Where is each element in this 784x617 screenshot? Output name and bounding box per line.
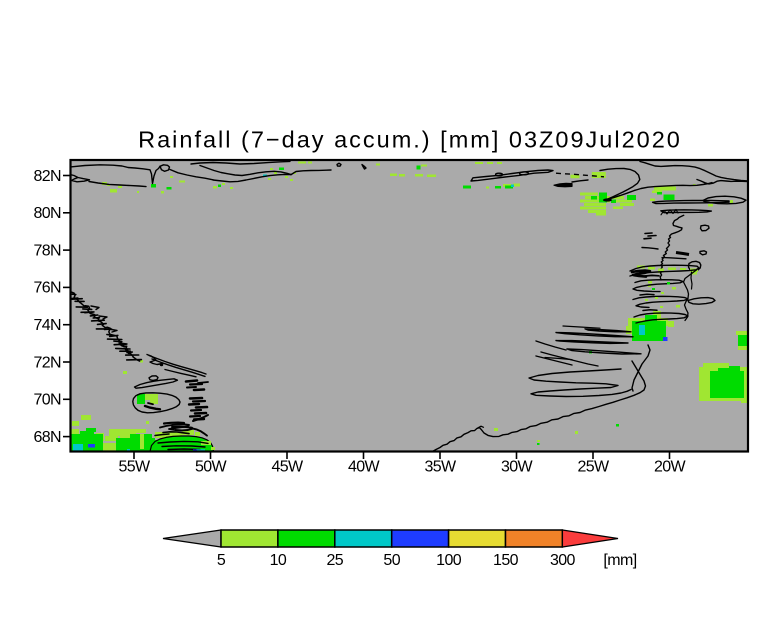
svg-text:10: 10 xyxy=(270,552,287,569)
svg-text:82N: 82N xyxy=(33,168,61,185)
svg-text:76N: 76N xyxy=(33,280,61,297)
svg-text:50: 50 xyxy=(383,552,400,569)
svg-text:78N: 78N xyxy=(33,242,61,259)
svg-text:45W: 45W xyxy=(271,459,304,476)
svg-text:300: 300 xyxy=(550,552,576,569)
svg-text:100: 100 xyxy=(436,552,462,569)
svg-text:55W: 55W xyxy=(118,459,151,476)
svg-text:70N: 70N xyxy=(33,392,61,409)
svg-text:40W: 40W xyxy=(348,459,381,476)
svg-text:74N: 74N xyxy=(33,317,61,334)
svg-text:68N: 68N xyxy=(33,429,61,446)
svg-text:5: 5 xyxy=(217,552,226,569)
svg-text:25W: 25W xyxy=(577,459,610,476)
svg-text:30W: 30W xyxy=(501,459,534,476)
svg-text:Rainfall (7−day accum.) [mm] 0: Rainfall (7−day accum.) [mm] 03Z09Jul202… xyxy=(138,127,682,153)
svg-text:35W: 35W xyxy=(424,459,457,476)
svg-text:50W: 50W xyxy=(195,459,228,476)
svg-text:20W: 20W xyxy=(654,459,687,476)
svg-text:25: 25 xyxy=(326,552,343,569)
svg-text:72N: 72N xyxy=(33,354,61,371)
svg-text:80N: 80N xyxy=(33,205,61,222)
svg-text:[mm]: [mm] xyxy=(603,552,636,569)
svg-text:150: 150 xyxy=(493,552,519,569)
